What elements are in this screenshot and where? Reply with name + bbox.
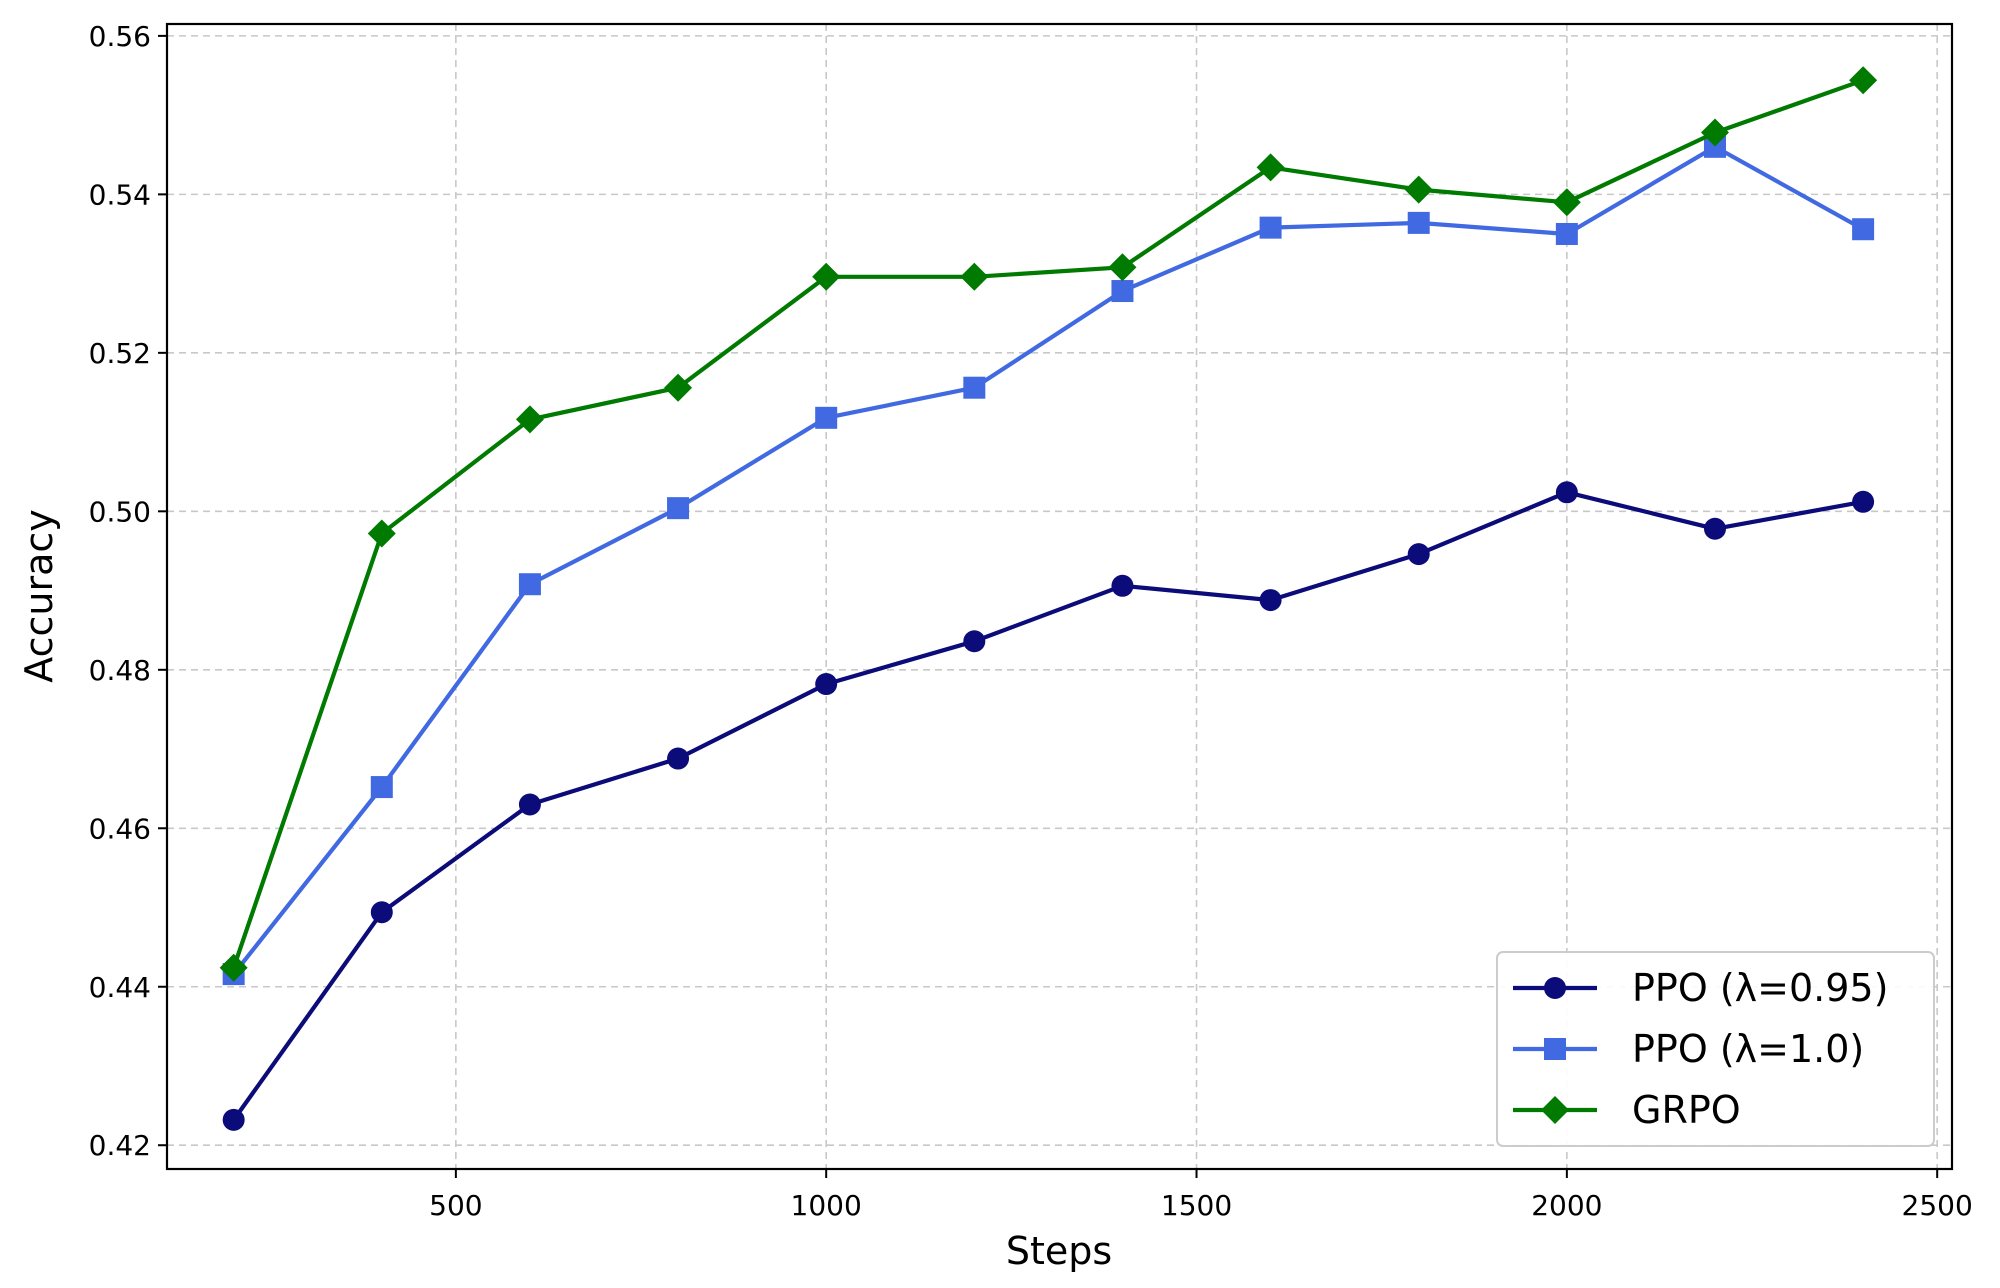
- data-point: [667, 497, 690, 520]
- data-point: [667, 747, 690, 770]
- legend-marker: [1544, 977, 1566, 999]
- legend-label: GRPO: [1632, 1088, 1741, 1132]
- data-point: [1259, 216, 1282, 239]
- legend: PPO (λ=0.95) PPO (λ=1.0) GRPO: [1496, 951, 1935, 1147]
- y-tick-label: 0.42: [89, 1129, 151, 1162]
- y-axis: 0.42 0.44 0.46 0.48 0.50 0.52 0.54 0.56: [89, 20, 167, 1162]
- series-2: [219, 66, 1878, 982]
- series-0: [222, 481, 1875, 1131]
- x-axis: 500 1000 1500 2000 2500: [429, 1169, 1973, 1222]
- y-tick-label: 0.54: [89, 178, 151, 211]
- plot-frame: [165, 22, 1954, 1171]
- legend-item: PPO (λ=1.0): [1513, 1027, 1864, 1071]
- data-point: [1111, 280, 1134, 303]
- legend-label: PPO (λ=0.95): [1632, 966, 1888, 1010]
- x-tick-label: 1000: [791, 1189, 862, 1222]
- data-point: [1259, 589, 1282, 612]
- data-point: [664, 373, 693, 402]
- data-point: [370, 776, 393, 799]
- y-tick-label: 0.44: [89, 971, 151, 1004]
- data-point: [518, 793, 541, 816]
- data-point: [1849, 66, 1878, 95]
- data-point: [1555, 222, 1578, 245]
- y-tick-label: 0.48: [89, 654, 151, 687]
- data-point: [1256, 153, 1285, 182]
- data-point: [219, 953, 248, 982]
- data-point: [1852, 490, 1875, 513]
- data-point: [963, 630, 986, 653]
- series-line: [231, 78, 1864, 969]
- y-tick-label: 0.46: [89, 812, 151, 845]
- data-point: [963, 376, 986, 399]
- y-tick-label: 0.56: [89, 20, 151, 53]
- data-point: [1703, 517, 1726, 540]
- data-point: [812, 262, 841, 291]
- x-tick-label: 2000: [1531, 1189, 1602, 1222]
- series-line: [231, 490, 1864, 1122]
- data-point: [515, 405, 544, 434]
- data-point: [815, 673, 838, 696]
- data-point: [518, 573, 541, 596]
- data-point: [1108, 253, 1137, 282]
- data-point: [1700, 118, 1729, 147]
- series-line: [232, 144, 1865, 976]
- data-point: [367, 519, 396, 548]
- data-point: [1404, 175, 1433, 204]
- data-point: [1703, 135, 1726, 158]
- legend-marker: [1541, 1096, 1569, 1124]
- data-point: [815, 406, 838, 429]
- x-tick-label: 1500: [1161, 1189, 1232, 1222]
- y-axis-title: Accuracy: [17, 509, 61, 683]
- data-point: [1407, 211, 1430, 234]
- legend-box: [1496, 951, 1935, 1147]
- series-layer: [219, 66, 1878, 1131]
- data-point: [1555, 481, 1578, 504]
- data-point: [370, 901, 393, 924]
- x-tick-label: 2500: [1902, 1189, 1973, 1222]
- legend-item: GRPO: [1513, 1088, 1741, 1132]
- data-point: [1111, 574, 1134, 597]
- data-point: [1852, 218, 1875, 241]
- series-1: [222, 135, 1875, 986]
- legend-marker: [1544, 1038, 1566, 1060]
- data-point: [1552, 188, 1581, 217]
- data-point: [1407, 543, 1430, 566]
- y-tick-label: 0.50: [89, 495, 151, 528]
- legend-label: PPO (λ=1.0): [1632, 1027, 1864, 1071]
- data-point: [222, 1108, 245, 1131]
- x-axis-title: Steps: [1006, 1229, 1112, 1273]
- data-point: [960, 262, 989, 291]
- y-tick-label: 0.52: [89, 337, 151, 370]
- x-tick-label: 500: [429, 1189, 482, 1222]
- legend-item: PPO (λ=0.95): [1513, 966, 1888, 1010]
